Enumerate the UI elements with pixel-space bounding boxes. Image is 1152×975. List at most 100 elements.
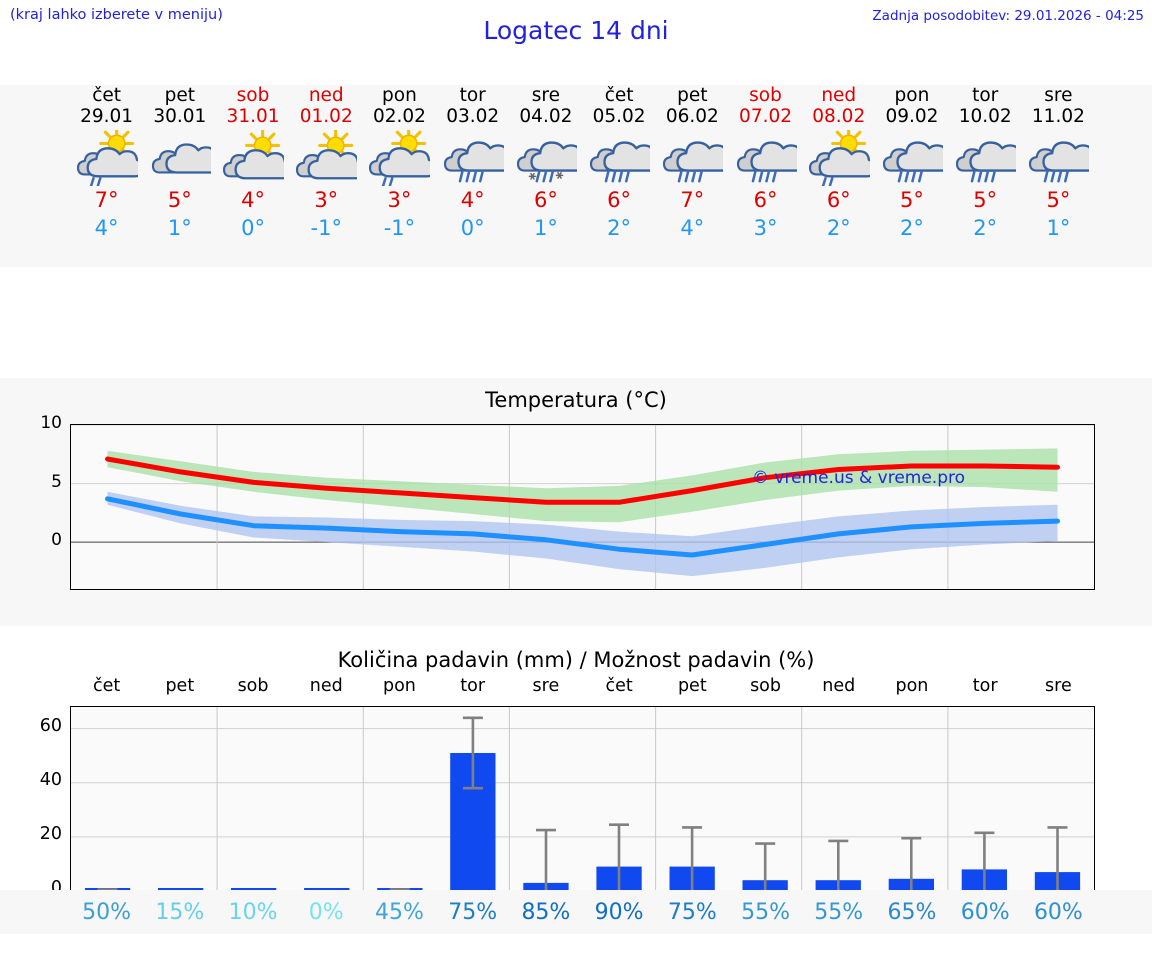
precipitation-day-label: pet: [165, 676, 195, 696]
day-date-label: 29.01: [80, 106, 134, 127]
day-column[interactable]: sre 04.02 6° 1°: [506, 85, 585, 242]
temperature-y-tick-label: 5: [51, 471, 62, 492]
cloud-rain-icon: [1029, 141, 1090, 183]
min-temperature-label: 2°: [607, 216, 632, 240]
precipitation-y-tick-label: 60: [39, 715, 62, 736]
precipitation-probability-label: 60%: [960, 900, 1010, 925]
cloud-rain-icon: [590, 141, 651, 183]
weather-icon-wrap: [653, 128, 732, 186]
cloud-rain-icon: [663, 141, 724, 183]
max-temperature-label: 3°: [387, 188, 412, 212]
temperature-y-tick-label: 10: [40, 413, 62, 433]
day-column[interactable]: sob 31.01 4° 0°: [214, 85, 293, 242]
day-date-label: 30.01: [153, 106, 207, 127]
precipitation-probability-label: 55%: [814, 900, 864, 925]
day-of-week-label: sob: [236, 85, 270, 106]
day-column[interactable]: pet 30.01 5° 1°: [140, 85, 219, 242]
weather-icon-wrap: [287, 128, 366, 186]
max-temperature-label: 6°: [533, 188, 558, 212]
day-column[interactable]: čet 05.02 6° 2°: [580, 85, 659, 242]
max-temperature-label: 5°: [167, 188, 192, 212]
precipitation-day-label: ned: [822, 676, 856, 696]
cloudy-icon: [151, 143, 211, 174]
precipitation-day-label: sob: [237, 676, 269, 696]
min-temperature-label: 1°: [1046, 216, 1071, 240]
max-temperature-label: 7°: [680, 188, 705, 212]
precipitation-y-tick-label: 40: [39, 769, 62, 790]
precipitation-probability-label: 60%: [1033, 900, 1083, 925]
precipitation-day-label: pon: [382, 676, 416, 696]
sun-cloud-icon: [223, 130, 285, 180]
weather-icon-wrap: [214, 128, 293, 186]
day-of-week-label: čet: [604, 85, 634, 106]
max-temperature-label: 7°: [94, 188, 119, 212]
max-temperature-label: 6°: [753, 188, 778, 212]
daily-forecast-strip: čet 29.01 7° 4° pet 30.01 5° 1° sob 31.01 4° 0° ned 0…: [0, 85, 1152, 267]
weather-icon-wrap: [580, 128, 659, 186]
sun-cloud-rain-icon: [76, 130, 138, 186]
temperature-y-tick-label: 0: [51, 530, 62, 551]
precipitation-y-tick-label: 0: [50, 878, 62, 898]
day-of-week-label: pon: [382, 85, 417, 106]
min-temperature-label: 2°: [900, 216, 924, 240]
max-temperature-label: 5°: [973, 188, 998, 212]
precipitation-day-label: sob: [750, 676, 781, 696]
max-temperature-label: 4°: [241, 188, 265, 212]
precipitation-day-label: čet: [92, 676, 121, 696]
day-column[interactable]: čet 29.01 7° 4°: [67, 85, 146, 242]
weather-icon-wrap: [433, 128, 512, 186]
day-column[interactable]: pon 02.02 3° -1°: [360, 85, 439, 242]
cloud-rain-icon: [443, 141, 504, 183]
min-temperature-label: 0°: [241, 216, 265, 240]
precipitation-probability-label: 75%: [667, 900, 717, 925]
day-of-week-label: sre: [1044, 85, 1073, 106]
temperature-chart-panel: Temperatura (°C) 0 5 10 © vreme.us & vreme.…: [0, 378, 1152, 626]
precipitation-y-tick-label: 20: [39, 823, 62, 844]
day-date-label: 04.02: [519, 106, 573, 127]
max-temperature-label: 6°: [607, 188, 632, 212]
day-column[interactable]: sob 07.02 6° 3°: [726, 85, 805, 242]
day-column[interactable]: pon 09.02 5° 2°: [872, 85, 951, 242]
temperature-chart-title: Temperatura (°C): [485, 388, 667, 412]
precipitation-day-label: pet: [677, 676, 707, 696]
precipitation-day-label: sre: [1045, 676, 1072, 696]
min-temperature-label: -1°: [383, 216, 416, 240]
day-date-label: 01.02: [299, 106, 353, 127]
watermark-text: © vreme.us & vreme.pro: [752, 468, 966, 488]
weather-icon-wrap: [1019, 128, 1098, 186]
precipitation-day-label: sre: [532, 676, 560, 696]
max-temperature-label: 5°: [900, 188, 924, 212]
weather-icon-wrap: [726, 128, 805, 186]
min-temperature-label: 1°: [533, 216, 558, 240]
cloud-sleet-icon: [516, 141, 577, 183]
precipitation-probability-label: 85%: [521, 900, 571, 925]
day-column[interactable]: sre 11.02 5° 1°: [1019, 85, 1098, 242]
day-column[interactable]: tor 10.02 5° 2°: [946, 85, 1025, 242]
day-column[interactable]: ned 01.02 3° -1°: [287, 85, 366, 242]
temperature-plot-svg: [71, 424, 1094, 589]
min-temperature-label: 3°: [753, 216, 778, 240]
sun-cloud-rain-icon: [369, 130, 431, 186]
weather-icon-wrap: [67, 128, 146, 186]
page-header: (kraj lahko izberete v meniju) Logatec 1…: [0, 0, 1152, 50]
cloud-rain-icon: [736, 141, 797, 183]
precipitation-probability-label: 45%: [375, 900, 424, 925]
precipitation-probability-label: 10%: [228, 900, 278, 925]
day-of-week-label: pet: [164, 85, 195, 106]
day-column[interactable]: tor 03.02 4° 0°: [433, 85, 512, 242]
precipitation-day-label: ned: [309, 676, 343, 696]
min-temperature-label: 4°: [680, 216, 705, 240]
page-title: Logatec 14 dni: [483, 16, 669, 45]
min-temperature-label: 0°: [460, 216, 485, 240]
weather-icon-wrap: [360, 128, 439, 186]
precipitation-day-label: tor: [972, 676, 998, 696]
day-date-label: 02.02: [372, 106, 426, 127]
day-column[interactable]: pet 06.02 7° 4°: [653, 85, 732, 242]
precipitation-day-label: pon: [895, 676, 929, 696]
day-column[interactable]: ned 08.02 6° 2°: [799, 85, 878, 242]
last-updated-text: Zadnja posodobitev: 29.01.2026 - 04:25: [872, 8, 1144, 24]
precipitation-probability-label: 75%: [448, 900, 498, 925]
day-of-week-label: sre: [531, 85, 560, 106]
precipitation-chart-panel: Količina padavin (mm) / Možnost padavin …: [0, 640, 1152, 935]
day-date-label: 10.02: [958, 106, 1012, 127]
